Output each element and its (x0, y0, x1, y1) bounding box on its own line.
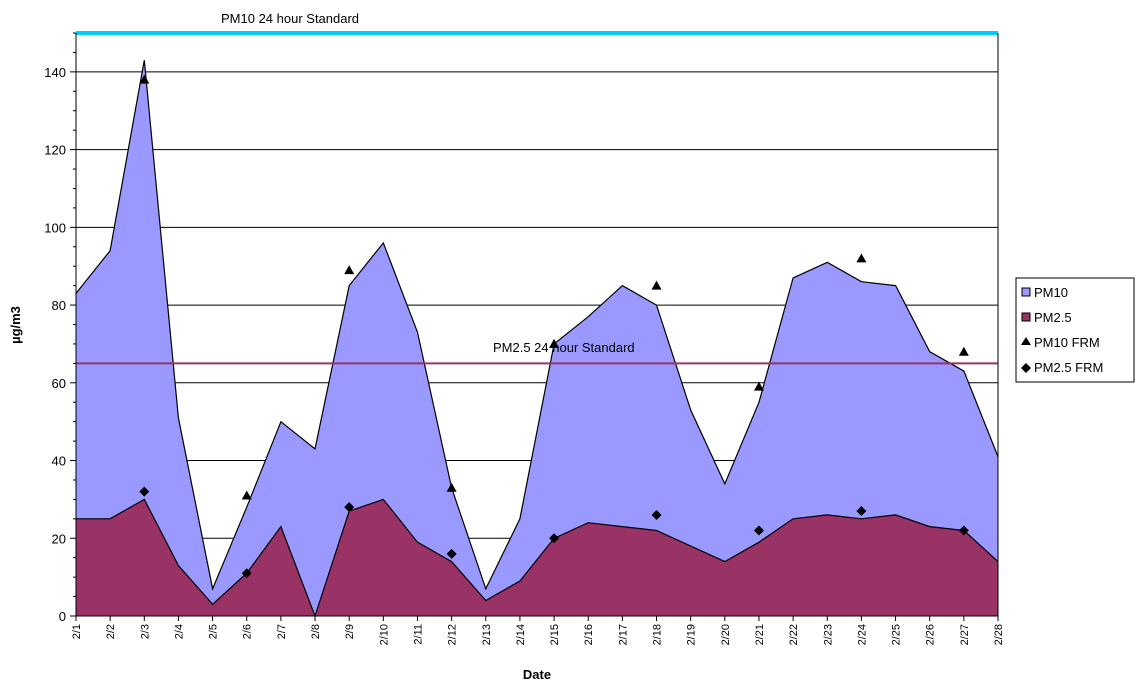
area-pm2-5 (76, 499, 998, 616)
axes (70, 32, 999, 621)
x-tick-label: 2/9 (344, 624, 356, 639)
reference-label-0: PM10 24 hour Standard (221, 11, 359, 26)
legend: PM10 PM2.5 PM10 FRM PM2.5 FRM (1015, 277, 1135, 383)
reference-lines: PM10 24 hour Standard PM2.5 24 hour Stand… (76, 11, 998, 365)
diamond-marker-2-24 (856, 506, 867, 517)
reference-label-1: PM2.5 24 hour Standard (493, 340, 635, 355)
x-tick-label: 2/20 (720, 624, 732, 645)
area-pm10 (76, 60, 998, 616)
triangle-marker-2-3 (139, 74, 150, 84)
x-tick-label: 2/11 (412, 624, 424, 645)
x-tick-label: 2/25 (891, 624, 903, 645)
y-tick-label: 120 (44, 143, 66, 158)
y-tick-label: 0 (59, 609, 66, 624)
diamond-marker-2-15 (549, 533, 560, 544)
diamond-marker-2-6 (241, 568, 252, 579)
x-tick-label: 2/14 (515, 624, 527, 645)
legend-marker-pm25-frm (1021, 363, 1031, 373)
line-pm2-5 (76, 498, 999, 618)
y-tick-label: 100 (44, 220, 66, 235)
tick-labels: 0 20 40 60 80 100 120 140 2/1 2/2 2/3 2/4 2/5 2/6 2/7 2… (44, 65, 1005, 646)
triangle-marker-2-6 (241, 490, 252, 500)
y-tick-label: 60 (52, 376, 66, 391)
y-axis-label: µg/m3 (8, 306, 23, 344)
x-tick-label: 2/8 (310, 624, 322, 639)
x-tick-label: 2/19 (686, 624, 698, 645)
x-tick-label: 2/27 (959, 624, 971, 645)
x-tick-label: 2/16 (583, 624, 595, 645)
triangle-marker-2-21 (753, 381, 764, 391)
x-tick-label: 2/1 (71, 624, 83, 639)
x-tick-label: 2/3 (139, 624, 151, 639)
x-tick-label: 2/28 (993, 624, 1005, 645)
legend-label-pm10: PM10 (1034, 285, 1068, 300)
triangle-marker-2-27 (958, 346, 969, 356)
diamond-marker-2-27 (958, 525, 969, 536)
x-tick-label: 2/26 (925, 624, 937, 645)
x-tick-label: 2/15 (549, 624, 561, 645)
x-tick-label: 2/12 (447, 624, 459, 645)
gridlines (76, 71, 998, 539)
triangle-marker-2-18 (651, 280, 662, 290)
x-tick-label: 2/21 (754, 624, 766, 645)
x-tick-label: 2/7 (276, 624, 288, 639)
y-tick-label: 40 (52, 454, 66, 469)
triangle-marker-2-9 (344, 265, 355, 275)
x-tick-label: 2/5 (208, 624, 220, 639)
y-tick-label: 80 (52, 298, 66, 313)
legend-label-pm25-frm: PM2.5 FRM (1034, 360, 1103, 375)
frm-markers (139, 74, 969, 579)
diamond-marker-2-3 (139, 486, 150, 497)
y-tick-label: 20 (52, 531, 66, 546)
x-tick-label: 2/6 (242, 624, 254, 639)
x-tick-label: 2/17 (617, 624, 629, 645)
x-axis-label: Date (523, 667, 551, 682)
legend-label-pm25: PM2.5 (1034, 310, 1072, 325)
x-tick-label: 2/13 (481, 624, 493, 645)
diamond-marker-2-18 (651, 509, 662, 520)
triangle-marker-2-24 (856, 253, 867, 263)
legend-swatch-pm25 (1021, 312, 1031, 322)
x-tick-label: 2/4 (173, 624, 185, 639)
triangle-marker-2-12 (446, 482, 457, 492)
y-tick-label: 140 (44, 65, 66, 80)
diamond-marker-2-9 (344, 502, 355, 513)
x-tick-label: 2/2 (105, 624, 117, 639)
legend-swatch-pm10 (1021, 287, 1031, 297)
diamond-marker-2-21 (753, 525, 764, 536)
legend-marker-pm10-frm (1021, 337, 1031, 345)
legend-label-pm10-frm: PM10 FRM (1034, 335, 1100, 350)
x-tick-label: 2/10 (378, 624, 390, 645)
area-series (75, 60, 999, 618)
legend-box (1015, 277, 1135, 383)
triangle-marker-2-15 (549, 338, 560, 348)
line-pm10 (75, 60, 999, 591)
x-tick-label: 2/18 (652, 624, 664, 645)
x-tick-label: 2/23 (822, 624, 834, 645)
x-tick-label: 2/22 (788, 624, 800, 645)
x-tick-label: 2/24 (856, 624, 868, 645)
diamond-marker-2-12 (446, 548, 457, 559)
